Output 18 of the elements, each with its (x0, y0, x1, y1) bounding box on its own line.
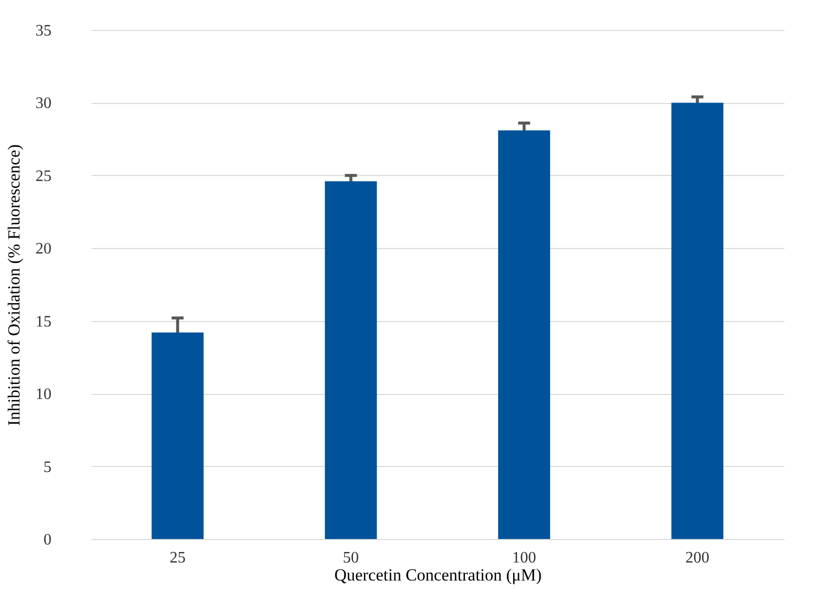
x-tick-label: 100 (512, 550, 536, 566)
bar (324, 181, 377, 539)
y-tick-label: 20 (36, 240, 52, 258)
x-tick-label: 200 (685, 550, 710, 566)
y-tick-label: 10 (36, 386, 52, 404)
bar (152, 332, 204, 539)
bar (498, 130, 550, 539)
x-tick-label: 50 (342, 550, 359, 566)
x-axis-title: Quercetin Concentration (μM) (334, 566, 542, 584)
y-tick-label: 5 (44, 458, 52, 476)
bar (671, 102, 724, 539)
y-tick-label: 30 (36, 95, 52, 112)
y-tick-label: 15 (36, 313, 52, 330)
y-axis-title: Inhibition of Oxidation (% Fluorescence) (4, 144, 24, 426)
y-tick-label: 25 (36, 168, 52, 185)
y-tick-label: 0 (44, 532, 52, 548)
y-tick-label: 35 (36, 22, 52, 40)
x-tick-label: 25 (170, 550, 186, 566)
